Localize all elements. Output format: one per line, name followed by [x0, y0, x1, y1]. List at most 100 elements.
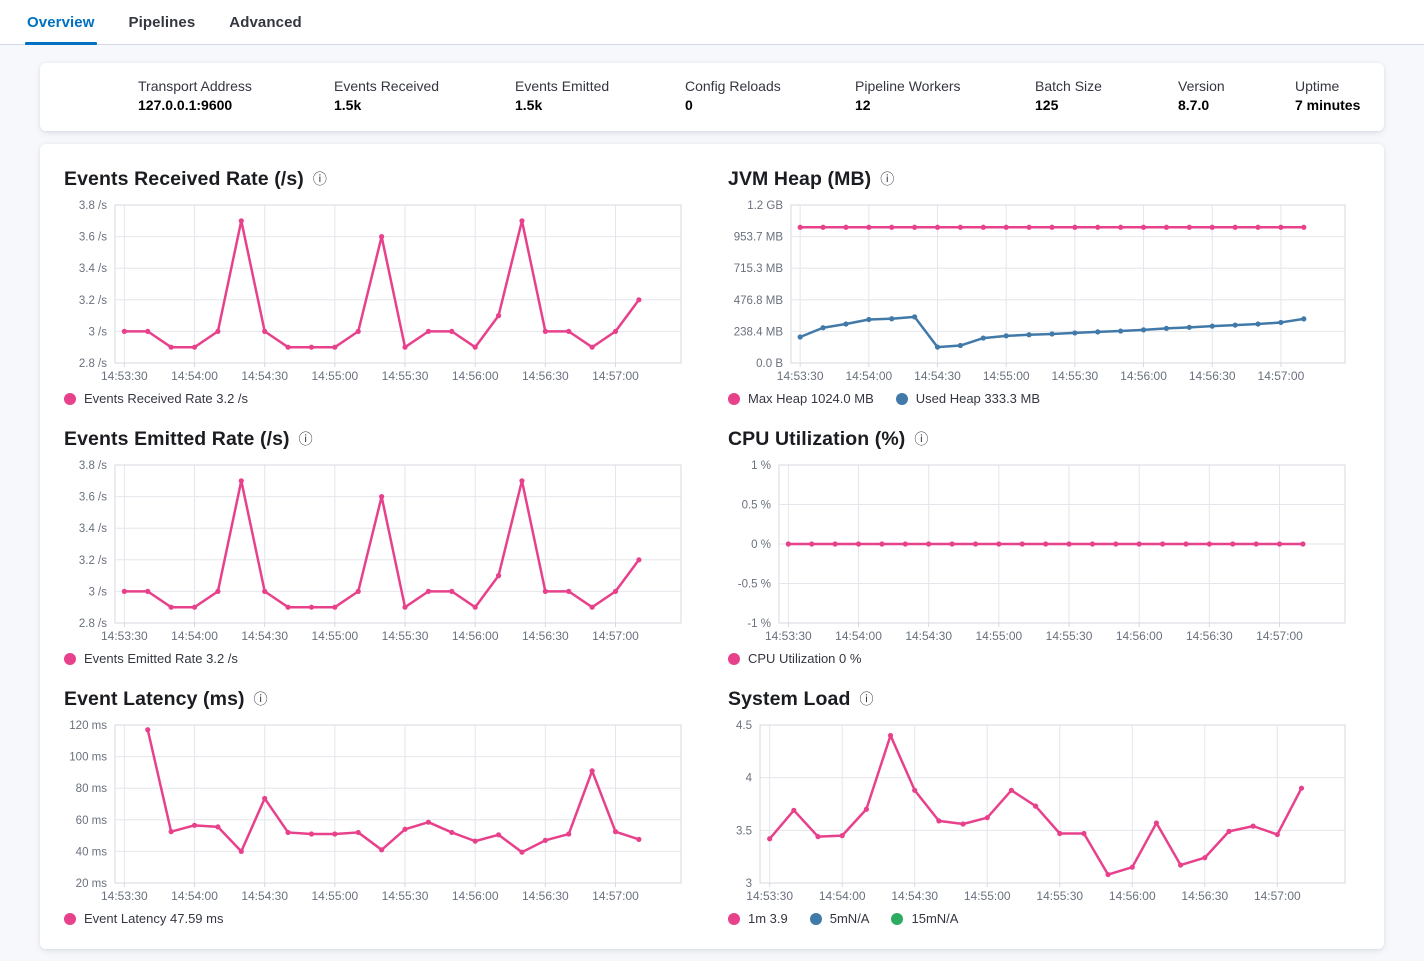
- svg-text:14:57:00: 14:57:00: [592, 369, 639, 383]
- svg-text:3.6 /s: 3.6 /s: [79, 492, 107, 504]
- series-dot-icon: [891, 912, 904, 925]
- stat-label: Config Reloads: [685, 78, 781, 94]
- svg-text:3.2 /s: 3.2 /s: [79, 555, 107, 567]
- svg-text:3.2 /s: 3.2 /s: [79, 295, 107, 307]
- svg-text:14:55:00: 14:55:00: [975, 629, 1022, 643]
- svg-text:715.3 MB: 715.3 MB: [734, 263, 784, 275]
- svg-text:238.4 MB: 238.4 MB: [734, 326, 784, 338]
- stat-value: 7 minutes: [1295, 97, 1361, 113]
- tab-advanced[interactable]: Advanced: [229, 13, 302, 31]
- info-icon[interactable]: ⓘ: [312, 170, 327, 187]
- chart-title: System Load ⓘ: [728, 688, 1360, 711]
- chart-cpu-utilization: CPU Utilization (%) ⓘ -1 % -0.5 % 0 % 0.5 %…: [728, 428, 1360, 666]
- stat-pipeline-workers: Pipeline Workers 12: [855, 77, 1035, 115]
- svg-text:14:57:00: 14:57:00: [1256, 629, 1303, 643]
- svg-text:14:55:30: 14:55:30: [1046, 629, 1093, 643]
- legend-item: Max Heap 1024.0 MB: [728, 391, 874, 406]
- info-icon[interactable]: ⓘ: [253, 690, 268, 707]
- svg-text:14:54:30: 14:54:30: [905, 629, 952, 643]
- info-icon[interactable]: ⓘ: [298, 430, 313, 447]
- series-dot-icon: [728, 652, 740, 665]
- svg-text:14:55:30: 14:55:30: [382, 889, 429, 903]
- svg-text:14:54:30: 14:54:30: [241, 369, 288, 383]
- svg-text:14:55:00: 14:55:00: [983, 369, 1030, 383]
- svg-text:14:54:00: 14:54:00: [171, 369, 218, 383]
- svg-text:953.7 MB: 953.7 MB: [734, 232, 784, 244]
- svg-text:14:57:00: 14:57:00: [1258, 369, 1305, 383]
- info-icon[interactable]: ⓘ: [859, 690, 874, 707]
- svg-text:476.8 MB: 476.8 MB: [734, 295, 784, 307]
- svg-text:14:56:30: 14:56:30: [522, 369, 569, 383]
- system-load-plot[interactable]: 3 3.5 4 4.5 14:53:30 14:54:00 14:54:30 14:55:00…: [728, 719, 1350, 907]
- info-icon[interactable]: ⓘ: [914, 430, 929, 447]
- stat-label: Transport Address: [138, 78, 252, 94]
- tab-overview[interactable]: Overview: [25, 0, 97, 45]
- chart-event-latency: Event Latency (ms) ⓘ 20 ms 40 ms 60 ms 80 m…: [64, 688, 696, 926]
- svg-text:0.0 B: 0.0 B: [756, 358, 783, 370]
- stat-label: Pipeline Workers: [855, 78, 961, 94]
- jvm-heap-plot[interactable]: 0.0 B 238.4 MB 476.8 MB 715.3 MB 953.7 MB 1.2…: [728, 199, 1350, 387]
- svg-text:3: 3: [746, 878, 752, 890]
- svg-text:14:56:00: 14:56:00: [452, 369, 499, 383]
- stat-label: Uptime: [1295, 78, 1340, 94]
- svg-text:14:56:00: 14:56:00: [1109, 889, 1156, 903]
- svg-text:14:56:00: 14:56:00: [452, 629, 499, 643]
- svg-text:1.2 GB: 1.2 GB: [747, 200, 783, 212]
- info-icon[interactable]: ⓘ: [880, 170, 895, 187]
- stat-value: 0: [685, 97, 693, 113]
- stat-value: 8.7.0: [1178, 97, 1210, 113]
- legend: Event Latency 47.59 ms: [64, 911, 696, 926]
- svg-text:2.8 /s: 2.8 /s: [79, 618, 107, 630]
- legend: CPU Utilization 0 %: [728, 651, 1360, 666]
- svg-text:120 ms: 120 ms: [69, 720, 107, 732]
- svg-text:14:54:00: 14:54:00: [171, 629, 218, 643]
- svg-text:14:56:30: 14:56:30: [522, 889, 569, 903]
- svg-text:14:53:30: 14:53:30: [101, 369, 148, 383]
- chart-title-text: Events Emitted Rate (/s): [64, 428, 290, 450]
- chart-title-text: Events Received Rate (/s): [64, 168, 304, 190]
- svg-text:20 ms: 20 ms: [76, 878, 108, 890]
- svg-text:100 ms: 100 ms: [69, 752, 107, 764]
- svg-text:40 ms: 40 ms: [76, 846, 108, 858]
- stat-config-reloads: Config Reloads 0: [685, 77, 855, 115]
- chart-system-load: System Load ⓘ 3 3.5 4 4.5 14:53:30 14:54:00 14…: [728, 688, 1360, 926]
- events-emitted-rate-plot[interactable]: 2.8 /s 3 /s 3.2 /s 3.4 /s 3.6 /s 3.8 /s 14:53:…: [64, 459, 686, 647]
- svg-text:14:55:00: 14:55:00: [311, 629, 358, 643]
- legend: Max Heap 1024.0 MB Used Heap 333.3 MB: [728, 391, 1360, 406]
- chart-title: Events Emitted Rate (/s) ⓘ: [64, 428, 696, 451]
- legend-label: Events Emitted Rate 3.2 /s: [84, 651, 238, 666]
- svg-text:4.5: 4.5: [736, 720, 752, 732]
- svg-text:-1 %: -1 %: [747, 618, 771, 630]
- svg-text:14:57:00: 14:57:00: [592, 889, 639, 903]
- svg-text:14:55:00: 14:55:00: [964, 889, 1011, 903]
- svg-text:14:54:30: 14:54:30: [891, 889, 938, 903]
- svg-text:14:53:30: 14:53:30: [765, 629, 812, 643]
- legend-label: CPU Utilization 0 %: [748, 651, 862, 666]
- events-received-rate-plot[interactable]: 2.8 /s 3 /s 3.2 /s 3.4 /s 3.6 /s 3.8 /s 14:53:…: [64, 199, 686, 387]
- stat-label: Events Emitted: [515, 78, 610, 94]
- svg-text:14:55:30: 14:55:30: [382, 629, 429, 643]
- svg-text:1 %: 1 %: [751, 460, 771, 472]
- stat-value: 1.5k: [334, 97, 362, 113]
- svg-text:14:57:00: 14:57:00: [592, 629, 639, 643]
- svg-text:14:54:00: 14:54:00: [835, 629, 882, 643]
- tab-pipelines[interactable]: Pipelines: [128, 13, 196, 31]
- event-latency-plot[interactable]: 20 ms 40 ms 60 ms 80 ms 100 ms 120 ms 14:53:30…: [64, 719, 686, 907]
- chart-events-received-rate: Events Received Rate (/s) ⓘ 2.8 /s 3 /s 3.…: [64, 168, 696, 406]
- svg-text:14:54:00: 14:54:00: [171, 889, 218, 903]
- stat-value: 12: [855, 97, 871, 113]
- legend: Events Received Rate 3.2 /s: [64, 391, 696, 406]
- svg-text:14:53:30: 14:53:30: [777, 369, 824, 383]
- stat-version: Version 8.7.0: [1178, 77, 1295, 115]
- svg-text:0.5 %: 0.5 %: [742, 500, 771, 512]
- chart-title-text: JVM Heap (MB): [728, 168, 872, 190]
- series-dot-icon: [64, 912, 76, 925]
- stat-label: Version: [1178, 78, 1225, 94]
- series-dot-icon: [728, 392, 740, 405]
- svg-text:14:56:30: 14:56:30: [1186, 629, 1233, 643]
- legend-label: 1m 3.9: [748, 911, 788, 926]
- svg-text:14:53:30: 14:53:30: [101, 889, 148, 903]
- cpu-utilization-plot[interactable]: -1 % -0.5 % 0 % 0.5 % 1 % 14:53:30 14:54:00 14:…: [728, 459, 1350, 647]
- legend-label: Event Latency 47.59 ms: [84, 911, 224, 926]
- stat-batch-size: Batch Size 125: [1035, 77, 1178, 115]
